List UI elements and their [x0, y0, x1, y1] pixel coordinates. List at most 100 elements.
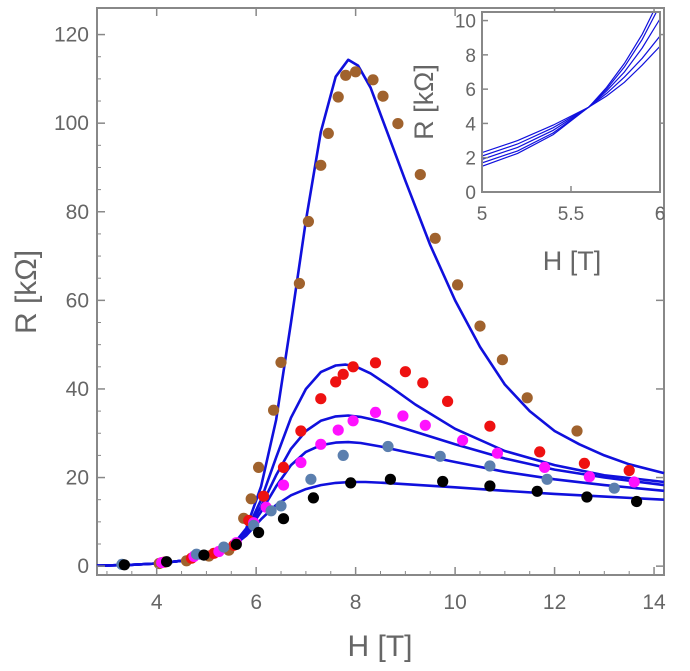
x-tick-label-4: 4 [151, 591, 163, 614]
point-steelblue-12 [608, 482, 620, 494]
inset-curves [482, 12, 660, 167]
point-magenta-9 [332, 424, 344, 436]
point-black-9 [437, 475, 449, 488]
point-magenta-15 [491, 447, 503, 459]
inset-curve-5 [482, 45, 660, 154]
point-black-2 [198, 549, 210, 561]
point-magenta-18 [628, 476, 640, 488]
y-tick-label-100: 100 [54, 112, 89, 135]
point-brown-13 [332, 91, 344, 103]
point-red-19 [623, 464, 635, 477]
point-red-18 [578, 457, 591, 469]
point-red-9 [330, 376, 342, 388]
inset-y-tick-label-10: 10 [455, 12, 476, 33]
point-brown-17 [377, 90, 389, 102]
point-magenta-16 [539, 461, 551, 473]
point-black-8 [384, 473, 396, 485]
point-brown-19 [414, 169, 426, 181]
main-x-axis-title: H [T] [348, 630, 413, 663]
point-steelblue-5 [275, 500, 287, 512]
point-brown-7 [268, 404, 280, 416]
point-red-12 [369, 357, 382, 369]
point-steelblue-8 [382, 440, 394, 453]
x-tick-label-12: 12 [543, 591, 566, 614]
point-red-5 [258, 490, 270, 502]
point-black-12 [581, 491, 593, 503]
x-tick-label-10: 10 [443, 591, 466, 614]
point-brown-8 [275, 356, 287, 368]
inset-y-tick-label-8: 8 [465, 46, 476, 67]
inset-curve-3 [482, 18, 660, 160]
inset-y-axis-title: R [kΩ] [409, 64, 439, 140]
point-steelblue-9 [434, 450, 446, 462]
y-tick-label-80: 80 [66, 201, 89, 224]
point-red-7 [295, 425, 307, 437]
fit-curve-5 [96, 480, 665, 567]
point-red-17 [534, 446, 546, 458]
y-tick-label-0: 0 [77, 555, 89, 578]
point-black-1 [161, 556, 173, 568]
point-brown-15 [350, 66, 362, 78]
main-y-axis-title: R [kΩ] [10, 250, 43, 334]
x-tick-label-6: 6 [250, 591, 262, 614]
point-red-14 [417, 377, 429, 389]
point-brown-21 [452, 279, 464, 291]
y-tick-label-40: 40 [66, 378, 89, 401]
point-brown-24 [521, 392, 533, 404]
point-red-10 [337, 368, 349, 380]
point-red-13 [399, 366, 411, 378]
point-brown-20 [429, 232, 441, 244]
point-brown-16 [367, 74, 379, 86]
point-magenta-6 [277, 479, 290, 491]
point-steelblue-2 [218, 541, 230, 553]
point-steelblue-4 [265, 505, 277, 517]
point-steelblue-11 [541, 473, 553, 485]
point-black-3 [230, 538, 242, 551]
inset-curve-4 [482, 35, 660, 157]
point-black-11 [531, 485, 543, 497]
point-brown-22 [474, 320, 486, 332]
inset-y-tick-label-2: 2 [465, 149, 476, 170]
point-black-0 [118, 559, 130, 571]
point-magenta-10 [347, 415, 359, 427]
point-brown-11 [315, 159, 327, 171]
point-magenta-8 [315, 438, 327, 450]
x-tick-label-8: 8 [350, 591, 362, 614]
point-brown-25 [571, 425, 583, 437]
point-black-5 [277, 513, 290, 525]
inset-y-tick-label-0: 0 [465, 183, 476, 204]
inset-x-axis-title: H [T] [543, 246, 602, 276]
point-brown-12 [322, 127, 334, 139]
main-data-points [116, 66, 643, 571]
point-magenta-14 [457, 434, 469, 446]
inset-x-tick-label-1: 5.5 [558, 204, 584, 225]
y-tick-label-60: 60 [66, 289, 89, 312]
fit-curve-4 [96, 440, 665, 567]
point-black-7 [345, 477, 357, 489]
inset-y-tick-label-4: 4 [465, 114, 476, 135]
point-brown-14 [340, 69, 352, 81]
inset-y-tick-label-6: 6 [465, 80, 476, 101]
point-black-13 [631, 495, 643, 508]
point-brown-5 [245, 493, 257, 505]
point-magenta-13 [419, 419, 431, 431]
point-red-8 [315, 393, 327, 405]
point-red-15 [442, 395, 454, 407]
point-brown-6 [253, 461, 265, 473]
point-magenta-7 [295, 456, 307, 469]
inset-x-tick-label-0: 5 [477, 204, 488, 225]
inset-ticks: 5 5.5 6 0 2 4 6 8 10 [455, 12, 665, 225]
point-magenta-11 [369, 406, 382, 418]
point-black-10 [484, 480, 496, 492]
point-brown-10 [302, 215, 314, 228]
x-tick-label-14: 14 [642, 591, 666, 614]
point-steelblue-6 [305, 473, 317, 485]
fit-curve-3 [96, 414, 665, 567]
point-brown-18 [392, 118, 404, 130]
point-red-11 [347, 361, 359, 373]
fit-curve-2 [96, 363, 665, 567]
y-tick-label-120: 120 [54, 24, 89, 47]
inset-x-tick-label-2: 6 [655, 204, 666, 225]
